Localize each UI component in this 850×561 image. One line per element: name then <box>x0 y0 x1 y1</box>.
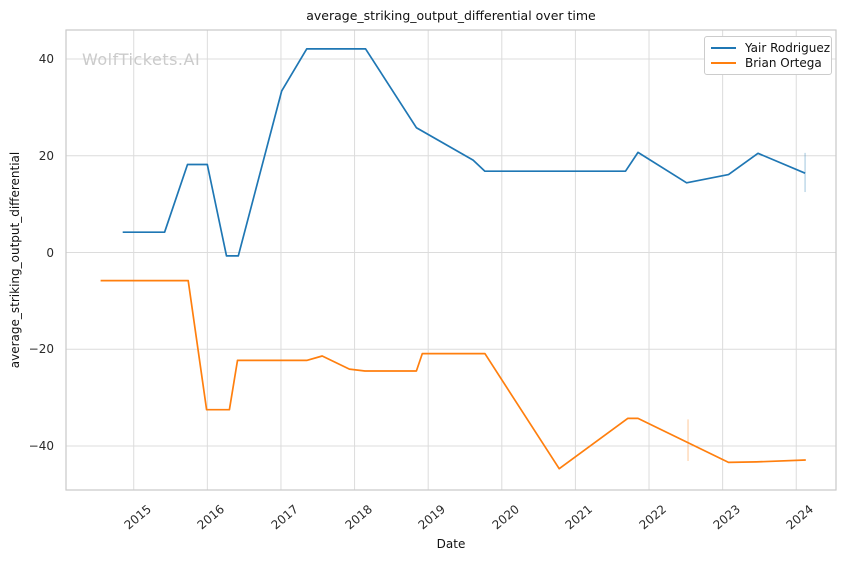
series-line-brian-ortega <box>100 279 806 470</box>
watermark: WolfTickets.AI <box>82 50 201 69</box>
legend: Yair Rodriguez Brian Ortega <box>704 36 832 75</box>
legend-item-yair-rodriguez: Yair Rodriguez <box>711 41 830 55</box>
y-tick-label: −20 <box>28 342 54 357</box>
y-tick-label: −40 <box>28 438 54 453</box>
legend-item-brian-ortega: Brian Ortega <box>711 56 825 70</box>
y-tick-label: 0 <box>46 245 54 260</box>
chart-title: average_striking_output_differential ove… <box>306 8 596 23</box>
legend-line-sample-blue <box>711 46 736 49</box>
legend-line-sample-orange <box>711 62 736 65</box>
y-axis-label: average_striking_output_differential <box>8 151 22 369</box>
x-axis-label: Date <box>436 537 466 551</box>
y-tick-label: 40 <box>38 52 54 67</box>
legend-label-yair-rodriguez: Yair Rodriguez <box>745 40 831 55</box>
series-line-yair-rodriguez <box>122 48 806 257</box>
axes-spines <box>65 29 837 491</box>
legend-label-brian-ortega: Brian Ortega <box>745 56 822 71</box>
y-tick-label: 20 <box>38 148 54 163</box>
